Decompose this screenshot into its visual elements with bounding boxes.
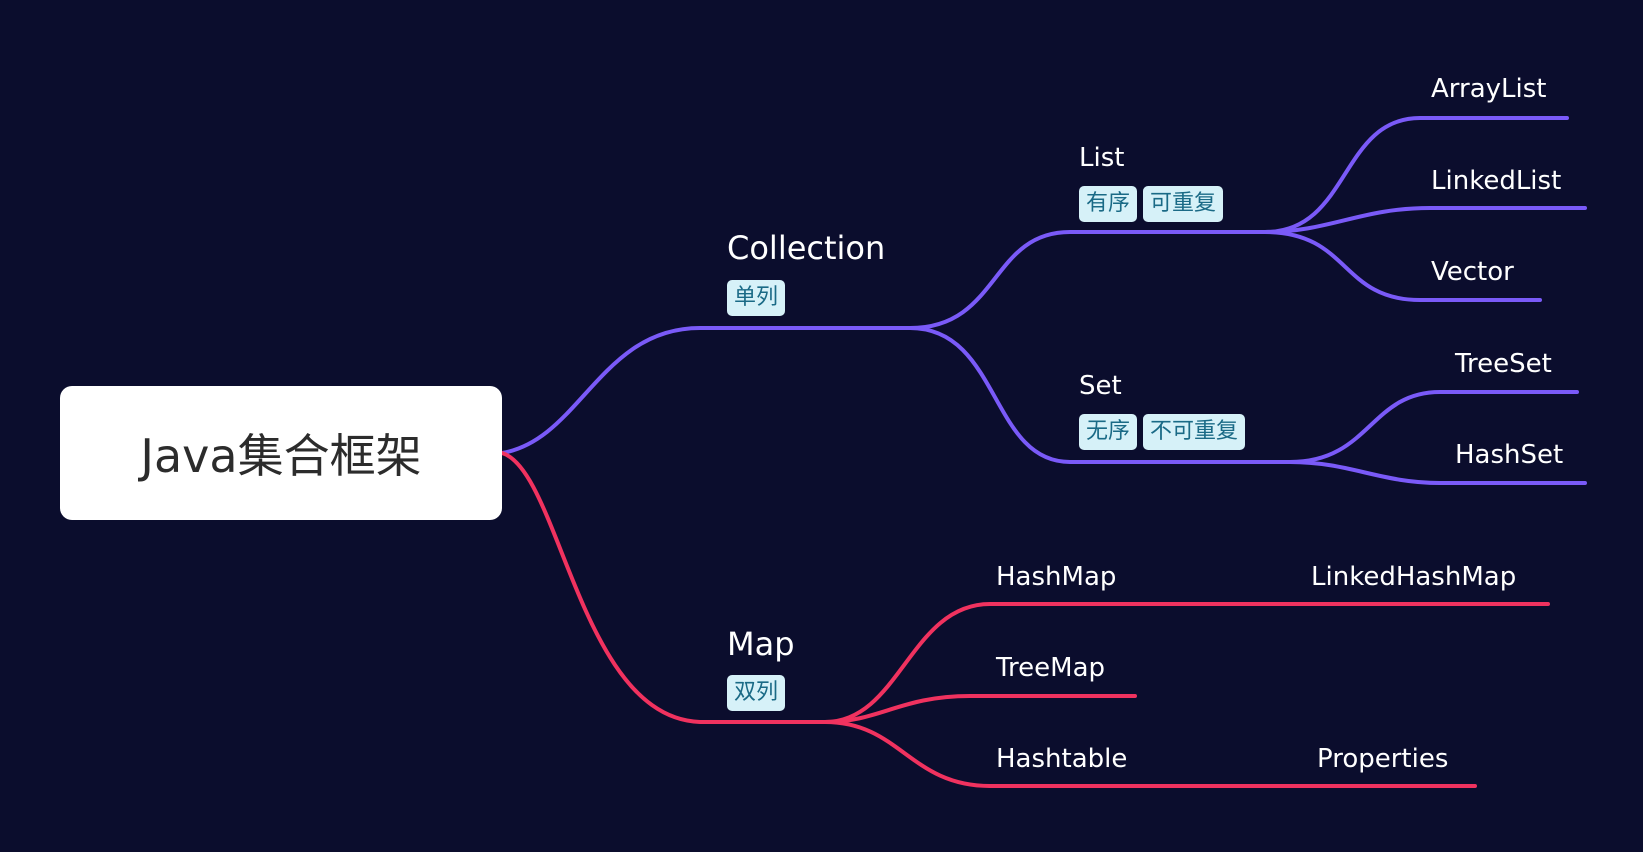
tag-ordered: 有序	[1079, 186, 1138, 223]
tag-non-repeatable: 不可重复	[1143, 414, 1246, 451]
set-tags: 无序 不可重复	[1079, 414, 1246, 451]
edge-collection-set	[908, 326, 1292, 464]
edge-map-hashtable	[823, 720, 1477, 788]
collection-label[interactable]: Collection	[727, 229, 886, 267]
root-title: Java集合框架	[140, 429, 422, 483]
vector-label[interactable]: Vector	[1431, 257, 1514, 287]
list-label[interactable]: List	[1079, 143, 1125, 173]
properties-label[interactable]: Properties	[1317, 744, 1449, 774]
edge-set-hashset	[1288, 460, 1587, 485]
tag-single-column: 单列	[727, 280, 786, 317]
linkedhashmap-label[interactable]: LinkedHashMap	[1311, 562, 1517, 592]
edge-map-hashmap	[823, 602, 1550, 724]
edge-list-arraylist	[1263, 116, 1569, 234]
treeset-label[interactable]: TreeSet	[1455, 349, 1552, 379]
treemap-label[interactable]: TreeMap	[996, 653, 1106, 683]
edge-set-treeset	[1288, 390, 1579, 464]
edge-list-linkedlist	[1263, 206, 1587, 234]
root-node[interactable]: Java集合框架	[60, 386, 502, 520]
edge-root-collection	[500, 326, 912, 455]
linkedlist-label[interactable]: LinkedList	[1431, 166, 1562, 196]
hashtable-label[interactable]: Hashtable	[996, 744, 1128, 774]
tag-repeatable: 可重复	[1143, 186, 1224, 223]
list-tags: 有序 可重复	[1079, 186, 1224, 223]
edge-map-treemap	[823, 694, 1137, 724]
arraylist-label[interactable]: ArrayList	[1431, 74, 1547, 104]
tag-unordered: 无序	[1079, 414, 1138, 451]
collection-tags: 单列	[727, 280, 786, 317]
hashmap-label[interactable]: HashMap	[996, 562, 1117, 592]
set-label[interactable]: Set	[1079, 371, 1122, 401]
edge-collection-list	[908, 230, 1267, 330]
edge-root-map	[500, 451, 827, 724]
tag-double-column: 双列	[727, 675, 786, 712]
map-label[interactable]: Map	[727, 625, 795, 663]
edge-list-vector	[1263, 230, 1542, 302]
map-tags: 双列	[727, 675, 786, 712]
hashset-label[interactable]: HashSet	[1455, 440, 1564, 470]
